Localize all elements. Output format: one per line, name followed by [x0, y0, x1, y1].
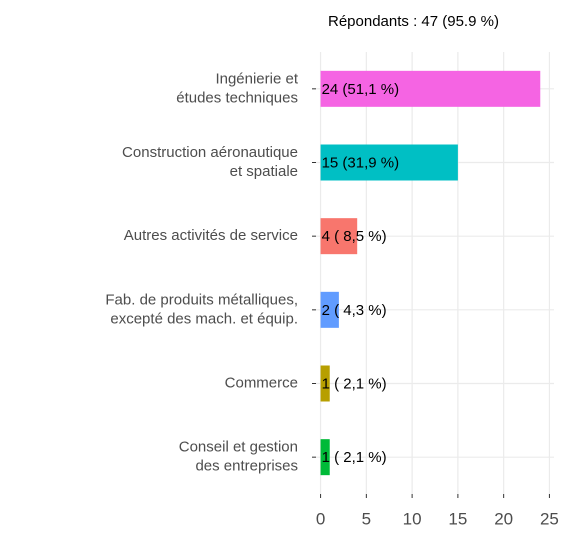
- y-tick-label-line: Construction aéronautique: [122, 144, 298, 161]
- y-tick-label-line: des entreprises: [195, 458, 298, 475]
- bar: [320, 218, 358, 255]
- y-tick-label: Fab. de produits métalliques, excepté des…: [105, 291, 298, 327]
- bar: [320, 291, 339, 328]
- value-label: 1 ( 2,1 %): [322, 449, 387, 466]
- value-label: 24 (51,1 %): [322, 81, 400, 98]
- x-tick-label: 5: [362, 509, 371, 528]
- y-tick-label: Ingénierie et études techniques: [176, 70, 299, 106]
- bar: [320, 365, 330, 402]
- y-tick-label-line: excepté des mach. et équip.: [110, 310, 298, 327]
- y-tick-label-line: études techniques: [176, 89, 298, 106]
- value-label: 1 ( 2,1 %): [322, 375, 387, 392]
- bar: [320, 439, 330, 476]
- y-tick-label-line: Commerce: [225, 374, 298, 391]
- value-label: 2 ( 4,3 %): [322, 302, 387, 319]
- chart-subtitle: Répondants : 47 (95.9 %): [328, 13, 499, 30]
- y-tick-label: Commerce: [225, 374, 298, 391]
- y-tick-label: Autres activités de service: [124, 227, 298, 244]
- y-tick-label-line: Conseil et gestion: [179, 439, 298, 456]
- y-tick-label-line: et spatiale: [230, 163, 298, 180]
- bar: [320, 70, 541, 107]
- x-tick-label: 15: [448, 509, 467, 528]
- value-label: 4 ( 8,5 %): [322, 228, 387, 245]
- x-tick-label: 25: [540, 509, 559, 528]
- x-tick-label: 20: [494, 509, 513, 528]
- y-tick-label: Conseil et gestion des entreprises: [179, 439, 298, 475]
- x-tick-label: 0: [316, 509, 325, 528]
- x-tick-label: 10: [403, 509, 422, 528]
- y-tick-label-line: Fab. de produits métalliques,: [105, 291, 298, 308]
- bar: [320, 144, 458, 181]
- y-tick-label: Construction aéronautique et spatiale: [122, 144, 298, 180]
- y-tick-label-line: Autres activités de service: [124, 227, 298, 244]
- y-tick-label-line: Ingénierie et: [215, 70, 298, 87]
- value-label: 15 (31,9 %): [322, 154, 400, 171]
